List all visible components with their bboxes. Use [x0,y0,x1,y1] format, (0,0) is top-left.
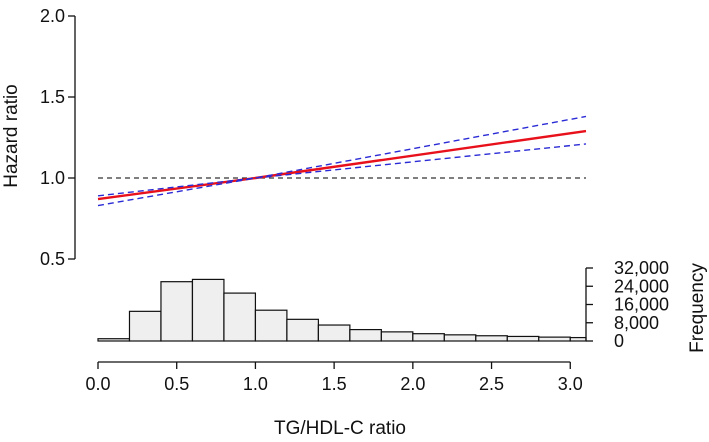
y-tick-label: 1.5 [40,87,65,107]
histogram-bar [412,333,445,342]
histogram-bar [317,324,351,342]
histogram-bar [380,331,414,342]
y-tick-label: 1.0 [40,168,65,188]
histogram-bar [569,336,587,342]
frequency-tick-label: 24,000 [614,276,669,296]
hazard-ratio-line [97,129,587,201]
frequency-histogram [97,278,587,342]
histogram-bar [538,336,571,342]
y-tick-label: 2.0 [40,6,65,26]
x-tick-label: 2.5 [479,374,504,394]
histogram-bar [97,338,131,342]
x-tick-label: 1.0 [243,374,268,394]
histogram-bar [475,335,508,342]
histogram-bar [349,328,382,342]
x-tick-label: 3.0 [558,374,583,394]
x-tick-label: 2.0 [400,374,425,394]
confidence-band-line-2 [97,143,587,207]
histogram-bar [160,281,194,342]
y-axis-title: Hazard ratio [1,84,22,188]
histogram-bar [286,318,319,342]
hazard-ratio-plot [97,115,587,207]
histogram-bar [443,334,477,342]
frequency-axis-title: Frequency [687,263,708,353]
histogram-bar [223,292,257,342]
frequency-tick-label: 16,000 [614,295,669,315]
histogram-bar [128,310,162,342]
histogram-bar [191,278,225,342]
x-tick-label: 0.5 [164,374,189,394]
y-tick-label: 0.5 [40,249,65,269]
histogram-bar [254,309,288,342]
frequency-tick-label: 0 [614,331,624,351]
frequency-tick-label: 8,000 [614,313,659,333]
histogram-bar [506,335,540,342]
confidence-band-line-1 [97,115,587,197]
x-tick-label: 0.0 [85,374,110,394]
x-tick-label: 1.5 [322,374,347,394]
frequency-tick-label: 32,000 [614,258,669,278]
x-axis-title: TG/HDL-C ratio [274,418,406,439]
